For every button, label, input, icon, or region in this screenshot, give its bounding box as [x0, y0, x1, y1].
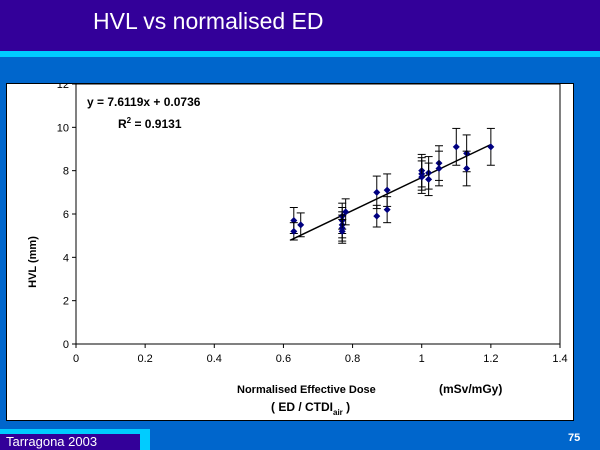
x-tick-label: 1.4 [552, 353, 567, 365]
y-tick-label: 0 [63, 339, 69, 351]
data-point [290, 227, 298, 235]
y-tick-label: 12 [57, 84, 69, 91]
accent-stripe [0, 51, 600, 62]
data-point [373, 212, 381, 220]
y-tick-label: 2 [63, 296, 69, 308]
data-point [418, 173, 426, 181]
x-axis-unit: (mSv/mGy) [439, 382, 502, 396]
footer-bar [0, 434, 140, 450]
x-tick-label: 0.6 [276, 353, 291, 365]
y-axis-label: HVL (mm) [27, 236, 39, 288]
data-point [338, 227, 346, 235]
slide-title: HVL vs normalised ED [93, 8, 324, 34]
data-point [425, 175, 433, 183]
data-point [463, 165, 471, 172]
stripe-gap [0, 57, 600, 63]
data-point [383, 186, 391, 194]
x-tick-label: 1.2 [483, 353, 498, 365]
y-tick-label: 8 [63, 166, 69, 178]
y-tick-label: 10 [57, 122, 69, 134]
page-number: 75 [568, 432, 581, 444]
x-tick-label: 0.4 [207, 353, 222, 365]
data-point [435, 165, 443, 172]
equation-label: y = 7.6119x + 0.0736 [87, 95, 201, 109]
footer-text: Tarragona 2003 [6, 434, 98, 449]
data-point [373, 188, 381, 196]
data-point [342, 208, 350, 216]
scatter-chart: 0 0.2 0.4 0.6 0.8 1 1.2 1.4 0 2 4 6 8 10 12 y = 7.6119… [27, 84, 568, 417]
data-point [383, 206, 391, 214]
chart-box: 0 0.2 0.4 0.6 0.8 1 1.2 1.4 0 2 4 6 8 10 12 y = 7.6119… [6, 83, 574, 421]
data-point [452, 143, 460, 151]
x-tick-label: 0.2 [137, 353, 152, 365]
x-axis-label-line2: ( ED / CTDIair ) [271, 400, 350, 417]
data-point [487, 143, 495, 151]
y-tick-label: 6 [63, 209, 69, 221]
data-point [297, 221, 305, 229]
r2-label: R2 = 0.9131 [118, 116, 182, 131]
x-axis-label: Normalised Effective Dose [237, 384, 376, 396]
x-tick-label: 0 [73, 353, 79, 365]
y-tick-label: 4 [63, 252, 69, 264]
x-tick-label: 1 [419, 353, 425, 365]
title-bar [0, 0, 600, 51]
trendline [290, 143, 492, 241]
x-tick-label: 0.8 [345, 353, 360, 365]
